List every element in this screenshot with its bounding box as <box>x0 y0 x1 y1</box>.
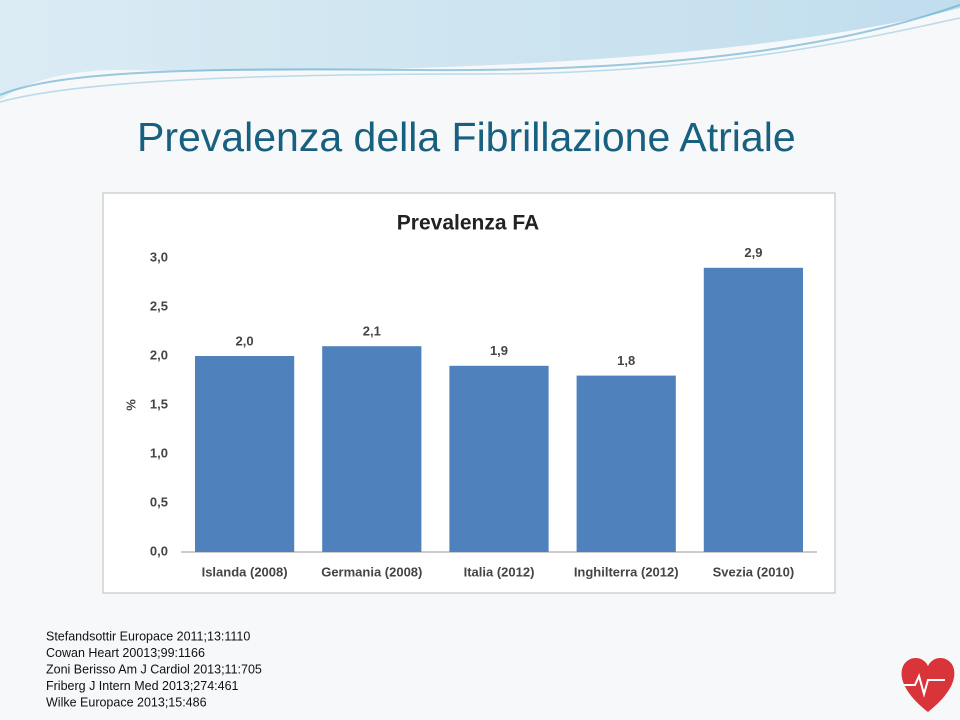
reference: Stefandsottir Europace 2011;13:1110 <box>46 629 250 643</box>
value-label: 2,0 <box>236 333 254 348</box>
reference: Friberg J Intern Med 2013;274:461 <box>46 679 239 693</box>
chart-title: Prevalenza FA <box>397 212 539 235</box>
y-tick-label: 0,0 <box>150 543 168 558</box>
value-label: 1,8 <box>617 353 635 368</box>
y-tick-label: 2,0 <box>150 347 168 362</box>
reference: Zoni Berisso Am J Cardiol 2013;11:705 <box>46 662 262 676</box>
logo <box>901 657 955 712</box>
bar <box>449 365 549 552</box>
y-tick-label: 1,0 <box>150 445 168 460</box>
value-label: 1,9 <box>490 343 508 358</box>
bar <box>576 375 676 552</box>
bar <box>703 267 804 552</box>
reference: Wilke Europace 2013;15:486 <box>46 695 207 709</box>
references: Stefandsottir Europace 2011;13:1110 Cowan… <box>46 629 262 709</box>
x-tick-label: Inghilterra (2012) <box>574 564 679 579</box>
y-axis-label: % <box>123 399 138 411</box>
x-tick-label: Italia (2012) <box>464 564 535 579</box>
x-tick-label: Germania (2008) <box>321 564 422 579</box>
bar <box>194 356 295 552</box>
x-tick-label: Svezia (2010) <box>713 564 795 579</box>
bar <box>322 346 422 552</box>
header-swoosh-line <box>0 17 960 103</box>
chart: Prevalenza FA% 0,0 0,5 1,0 1,5 2,0 2,5 3,0 Islan… <box>123 212 817 579</box>
header-swoosh-line <box>0 4 960 96</box>
slide-title: Prevalenza della Fibrillazione Atriale <box>137 114 796 160</box>
y-tick-label: 0,5 <box>150 494 168 509</box>
y-tick-label: 1,5 <box>150 396 168 411</box>
value-label: 2,1 <box>363 324 381 339</box>
header-swoosh <box>0 0 960 100</box>
y-tick-label: 2,5 <box>150 298 168 313</box>
y-tick-label: 3,0 <box>150 249 168 264</box>
value-label: 2,9 <box>744 245 762 260</box>
x-tick-label: Islanda (2008) <box>202 564 288 579</box>
reference: Cowan Heart 20013;99:1166 <box>46 646 205 660</box>
